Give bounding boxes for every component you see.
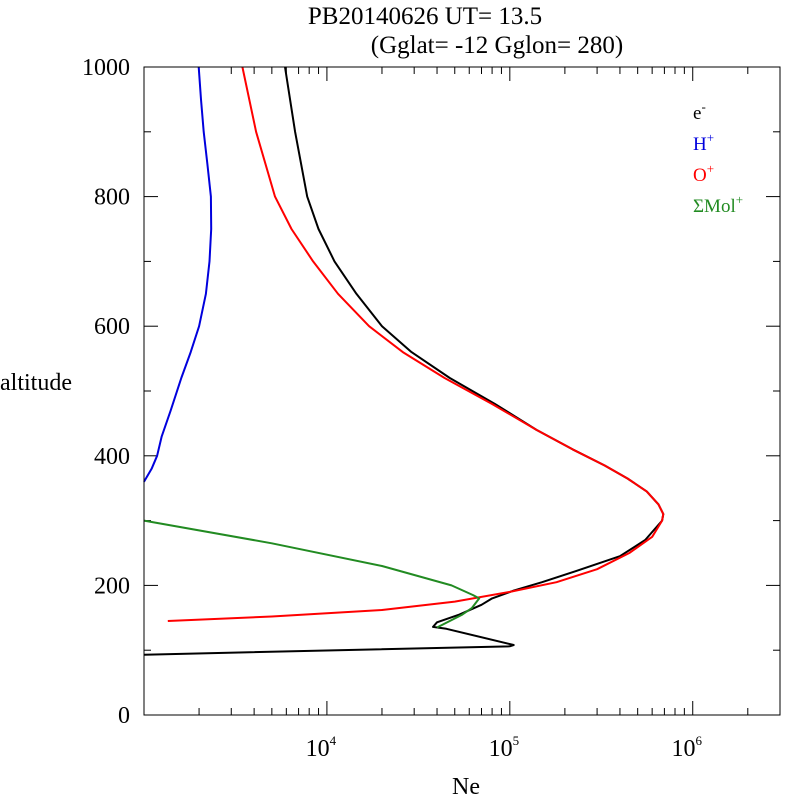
y-tick-label: 200 xyxy=(94,573,130,599)
y-tick-label: 400 xyxy=(94,444,130,470)
y-tick-label: 1000 xyxy=(82,55,130,81)
series-lines xyxy=(143,66,665,656)
y-tick-labels: 0 200 400 600 800 1000 xyxy=(82,55,130,729)
y-axis-label: altitude xyxy=(0,370,72,396)
y-tick-label: 800 xyxy=(94,185,130,211)
legend-entry: O+ xyxy=(693,161,714,186)
chart-title-line2: (Gglat= -12 Gglon= 280) xyxy=(371,32,623,59)
series-line-mol xyxy=(143,519,481,629)
y-tick-label: 0 xyxy=(118,703,130,729)
chart-title-line1: PB20140626 UT= 13.5 xyxy=(308,3,542,30)
legend: e- H+ O+ ΣMol+ xyxy=(693,99,743,217)
y-tick-label: 600 xyxy=(94,314,130,340)
legend-entry: H+ xyxy=(693,130,714,155)
x-tick-label: 104 xyxy=(306,733,337,762)
x-tick-label: 106 xyxy=(671,733,702,762)
series-line-e xyxy=(143,66,665,656)
x-axis-label: Ne xyxy=(452,774,480,796)
plot-frame xyxy=(143,66,781,716)
legend-entry: e- xyxy=(693,99,706,124)
series-line-o xyxy=(167,66,665,622)
x-tick-labels: 104 105 106 xyxy=(306,733,703,762)
x-tick-label: 105 xyxy=(489,733,519,762)
legend-entry: ΣMol+ xyxy=(693,192,743,217)
series-line-h xyxy=(143,66,213,483)
